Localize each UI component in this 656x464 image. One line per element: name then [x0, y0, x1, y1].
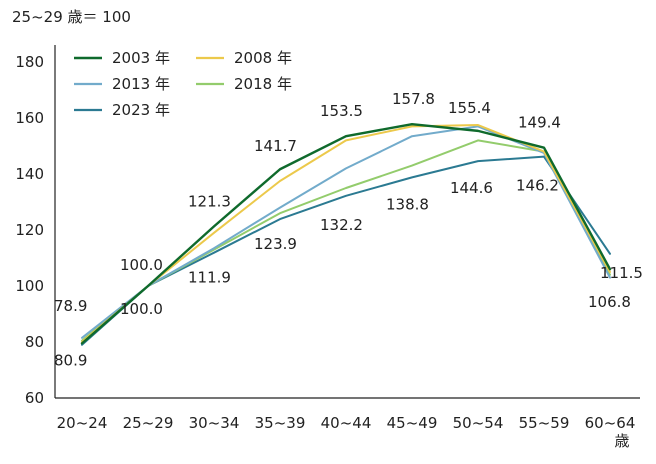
- series-lines: [80, 122, 612, 346]
- y-axis-unit-label: 25~29 歳＝ 100: [12, 8, 131, 26]
- data-label: 100.0: [120, 300, 163, 318]
- series-line-2: [81, 125, 611, 339]
- data-label: 111.5: [600, 264, 643, 282]
- data-label: 80.9: [54, 351, 87, 369]
- data-label: 100.0: [120, 256, 163, 274]
- y-tick-label: 80: [25, 333, 44, 351]
- y-tick-label: 140: [15, 165, 44, 183]
- data-label: 155.4: [448, 99, 491, 117]
- data-label: 132.2: [320, 216, 363, 234]
- x-tick-label: 60~64: [585, 414, 636, 432]
- x-tick-label: 20~24: [57, 414, 108, 432]
- data-label: 138.8: [386, 195, 429, 213]
- y-tick-label: 100: [15, 277, 44, 295]
- data-label: 121.3: [188, 192, 231, 210]
- data-label: 78.9: [54, 297, 87, 315]
- data-label: 106.8: [588, 293, 631, 311]
- y-tick-label: 120: [15, 221, 44, 239]
- data-label: 157.8: [392, 90, 435, 108]
- legend-label: 2008 年: [234, 49, 292, 67]
- data-label: 144.6: [450, 179, 493, 197]
- x-tick-label: 30~34: [189, 414, 240, 432]
- x-tick-label: 50~54: [453, 414, 504, 432]
- legend: 2003 年 2013 年 2023 年 2008 年 2018 年: [74, 49, 292, 119]
- y-tick-labels: 60 80 100 120 140 160 180: [15, 53, 44, 407]
- legend-label: 2023 年: [112, 101, 170, 119]
- x-axis-unit-label: 歳: [614, 432, 629, 450]
- data-labels: 78.9 80.9 100.0 100.0 121.3 111.9 141.7 123.9 15…: [54, 90, 643, 369]
- x-tick-label: 55~59: [519, 414, 570, 432]
- x-tick-label: 35~39: [255, 414, 306, 432]
- data-label: 123.9: [254, 235, 297, 253]
- y-tick-label: 60: [25, 389, 44, 407]
- x-tick-labels: 20~24 25~29 30~34 35~39 40~44 45~49 50~54 55~59…: [57, 414, 636, 432]
- data-label: 111.9: [188, 269, 231, 287]
- y-tick-label: 160: [15, 109, 44, 127]
- data-label: 141.7: [254, 137, 297, 155]
- data-label: 153.5: [320, 102, 363, 120]
- x-tick-label: 25~29: [123, 414, 174, 432]
- x-tick-label: 45~49: [387, 414, 438, 432]
- y-tick-label: 180: [15, 53, 44, 71]
- data-label: 146.2: [516, 177, 559, 195]
- data-label: 149.4: [518, 114, 561, 132]
- legend-label: 2013 年: [112, 75, 170, 93]
- legend-label: 2003 年: [112, 49, 170, 67]
- series-line-0: [80, 122, 612, 345]
- x-tick-label: 40~44: [321, 414, 372, 432]
- legend-label: 2018 年: [234, 75, 292, 93]
